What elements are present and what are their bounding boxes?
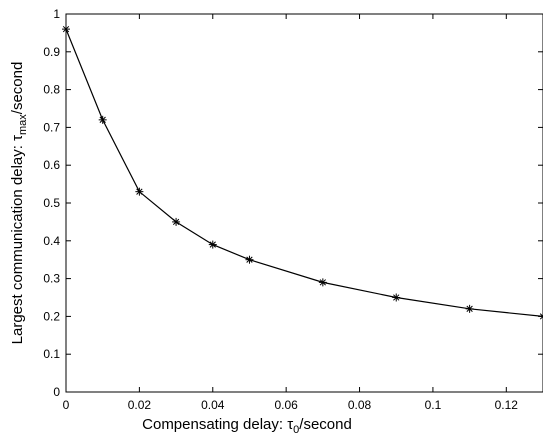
data-point-marker <box>62 25 70 34</box>
y-tick-label: 0.7 <box>43 120 60 134</box>
data-point-marker <box>539 312 543 321</box>
y-tick-label: 0.4 <box>43 234 60 248</box>
y-tick-label: 0.8 <box>43 83 60 97</box>
y-tick-label: 0.1 <box>43 347 60 361</box>
x-tick-label: 0.1 <box>425 398 442 412</box>
series-line <box>65 28 543 317</box>
y-axis-title: Largest communication delay: τmax/second <box>9 62 29 345</box>
y-tick-label: 1 <box>53 7 60 21</box>
y-tick-label: 0.3 <box>43 272 60 286</box>
data-point-marker <box>135 187 144 196</box>
y-tick-label: 0.5 <box>43 196 60 210</box>
data-point-marker <box>392 293 401 302</box>
plot-area <box>65 13 543 393</box>
data-point-marker <box>208 240 217 249</box>
series-markers <box>62 25 543 321</box>
x-axis-ticks: 0 0.02 0.04 0.06 0.08 0.1 0.12 <box>63 14 519 412</box>
x-tick-label: 0.12 <box>495 398 519 412</box>
data-point-marker <box>318 278 327 287</box>
x-tick-label: 0.08 <box>348 398 372 412</box>
data-point-marker <box>245 255 254 264</box>
x-tick-label: 0.04 <box>201 398 225 412</box>
y-tick-label: 0 <box>53 385 60 399</box>
x-tick-label: 0 <box>63 398 70 412</box>
data-point-marker <box>98 115 107 124</box>
y-tick-label: 0.6 <box>43 158 60 172</box>
y-tick-label: 0.9 <box>43 45 60 59</box>
x-axis-title: Compensating delay: τ0/second <box>142 416 352 436</box>
data-point-marker <box>465 304 474 313</box>
x-tick-label: 0.06 <box>274 398 298 412</box>
data-point-marker <box>172 217 181 226</box>
y-axis-ticks: 0 0.1 0.2 0.3 0.4 0.5 0.6 0.7 0.8 0.9 1 <box>43 7 543 399</box>
y-tick-label: 0.2 <box>43 309 60 323</box>
x-tick-label: 0.02 <box>128 398 152 412</box>
